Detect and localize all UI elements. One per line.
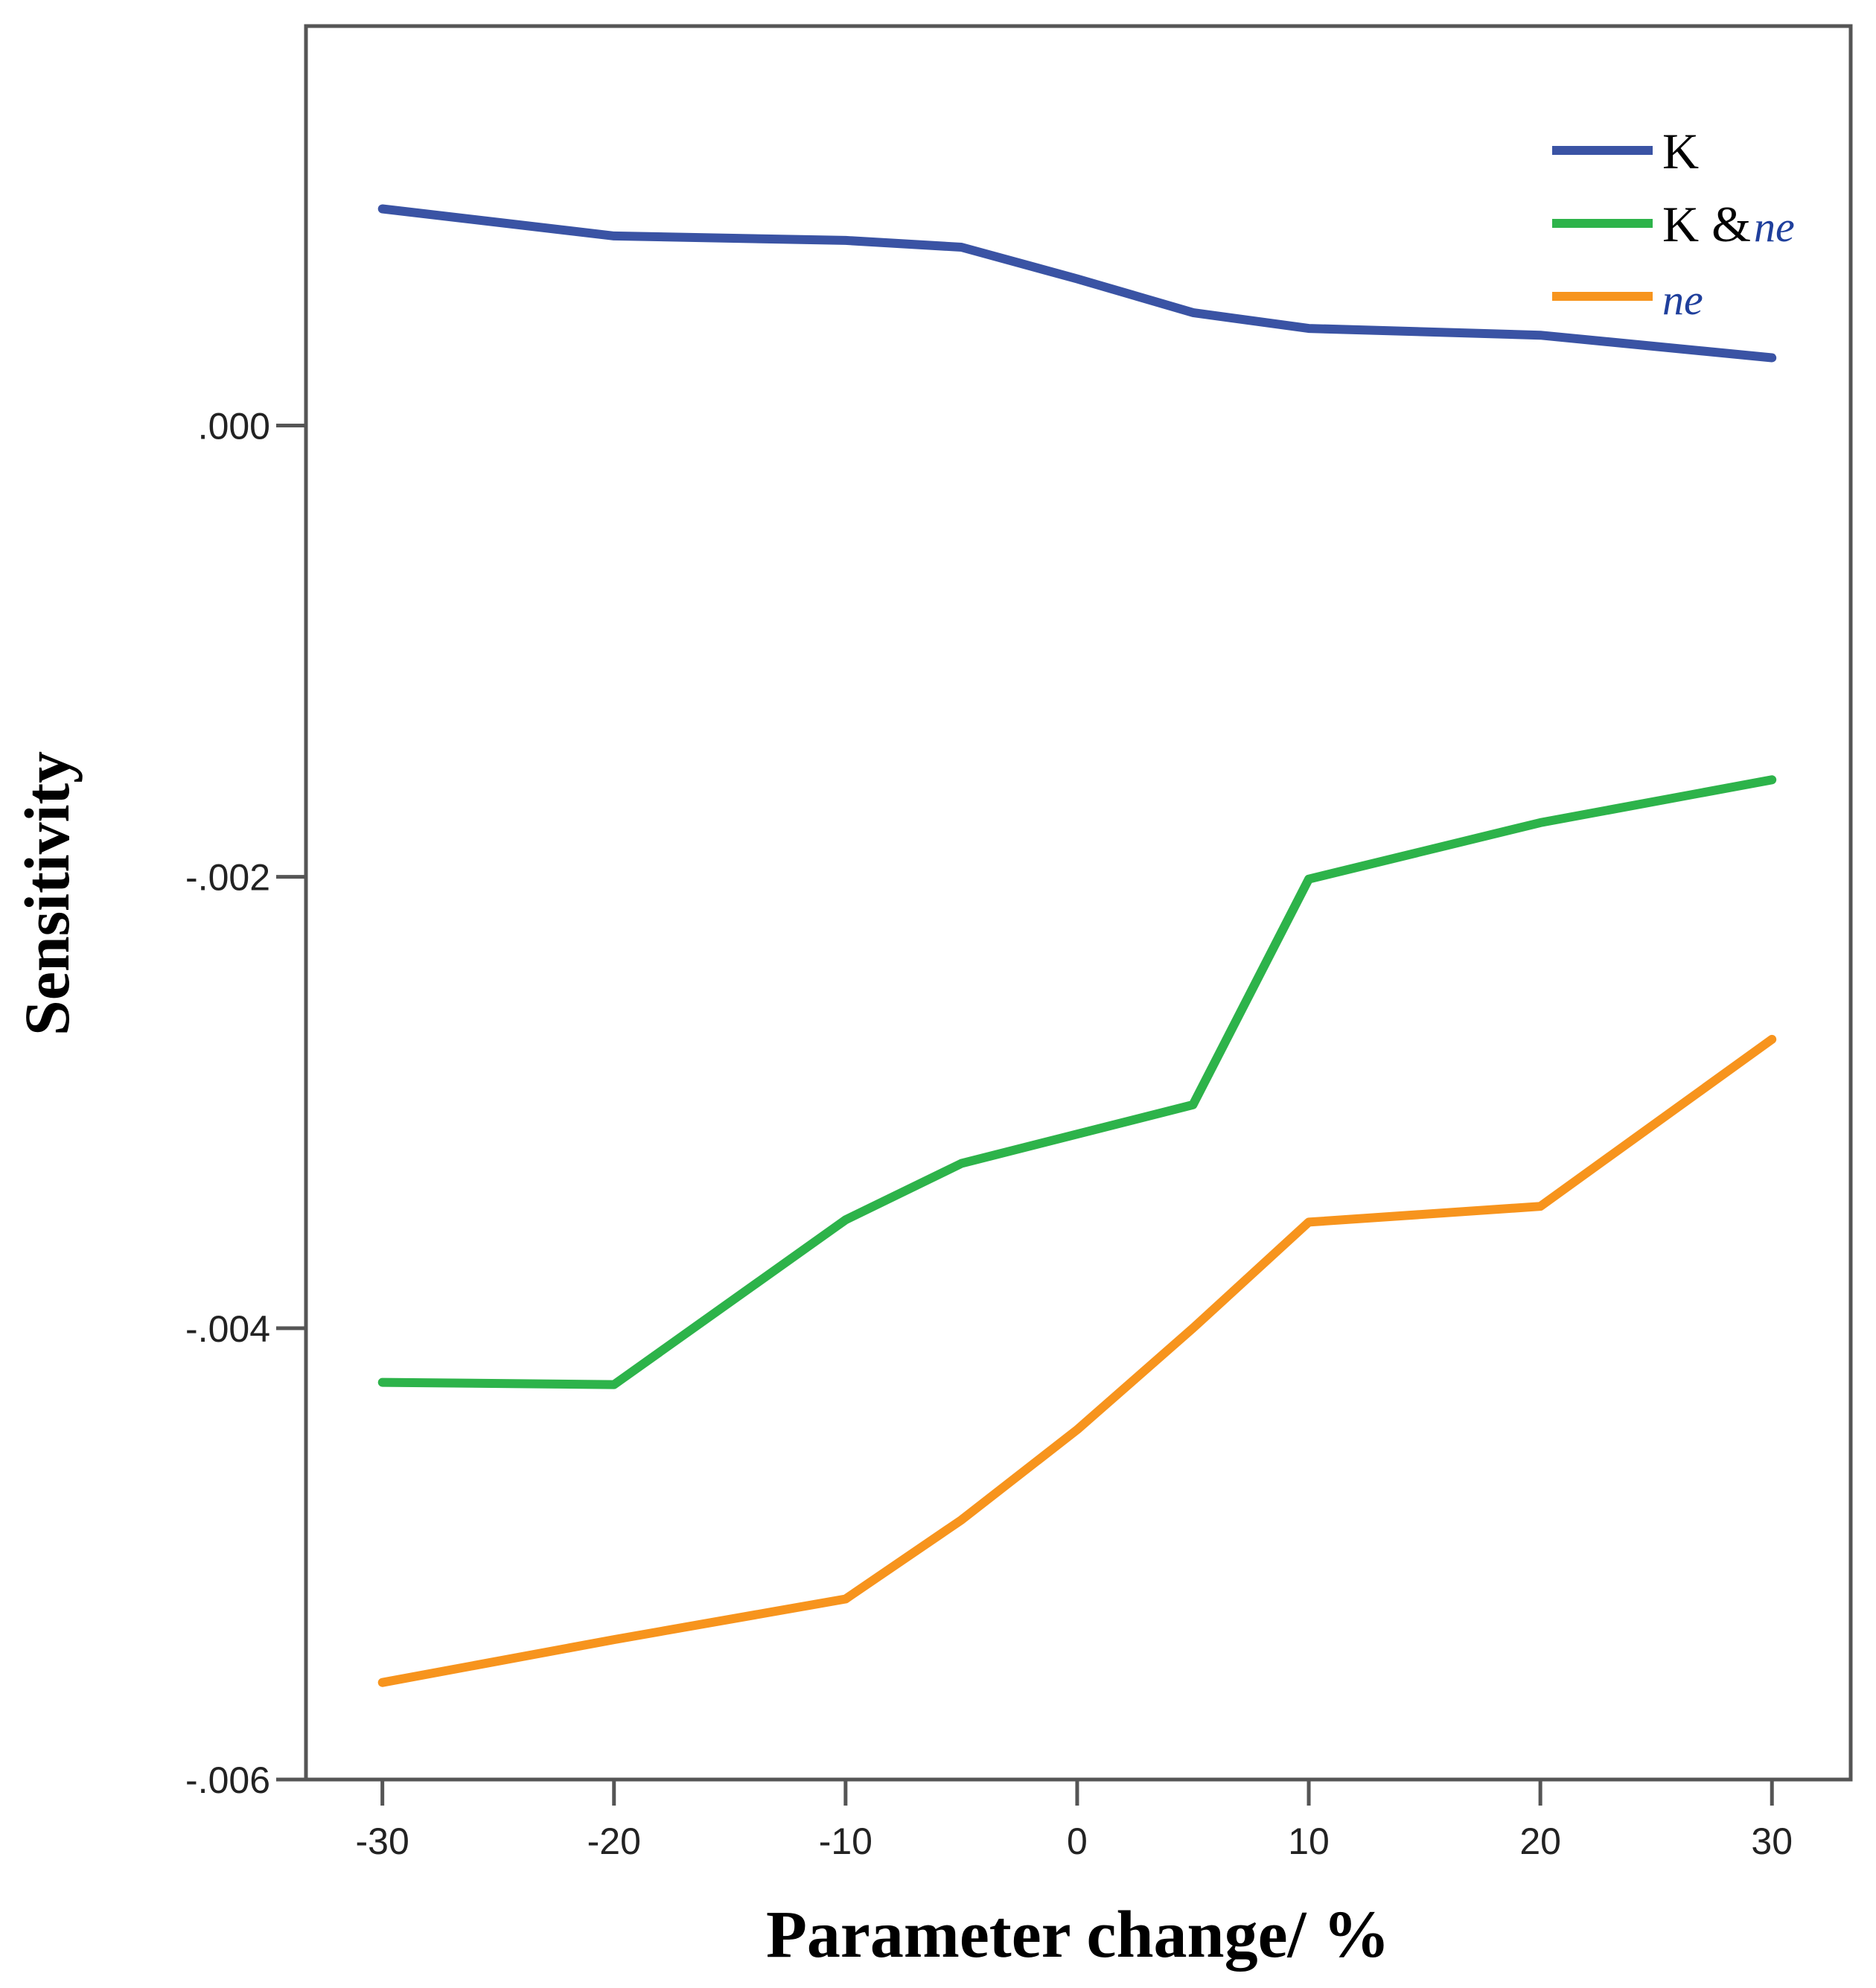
y-tick-label: -.004	[185, 1308, 270, 1350]
data-point	[1308, 1221, 1309, 1223]
y-axis-title: Sensitivity	[11, 751, 83, 1036]
data-point	[1308, 328, 1309, 329]
data-point	[960, 1163, 962, 1165]
legend-item-1: K	[1552, 123, 1699, 179]
legend-label-italic: ne	[1662, 275, 1703, 324]
legend-label: K	[1662, 123, 1699, 179]
data-point	[1308, 879, 1309, 880]
data-point	[1540, 822, 1541, 823]
x-tick-label: 20	[1519, 1820, 1561, 1862]
y-tick-label: -.002	[185, 857, 270, 899]
data-point	[1540, 334, 1541, 336]
data-point	[613, 1639, 615, 1640]
data-point	[1771, 357, 1773, 359]
data-point	[1076, 1429, 1078, 1430]
x-tick-label: -10	[819, 1820, 872, 1862]
data-point	[1192, 1104, 1193, 1106]
x-axis: -30 -20 -10 0 10 20 30	[356, 1780, 1793, 1862]
plot-frame	[304, 24, 1853, 1782]
data-point	[613, 235, 615, 237]
series-line-3	[377, 1034, 1777, 1687]
data-point	[1771, 1039, 1773, 1040]
data-point	[382, 1682, 383, 1683]
legend-label: ne	[1662, 275, 1703, 324]
data-point	[1192, 312, 1193, 313]
series-line-1	[377, 204, 1777, 363]
data-point	[613, 1384, 615, 1386]
data-point	[1540, 1205, 1541, 1207]
x-axis-title: Parameter change/ %	[766, 1898, 1390, 1972]
y-tick-label: -.006	[185, 1759, 270, 1801]
legend-item-2: K &ne	[1552, 196, 1795, 252]
series-layer	[377, 204, 1777, 1687]
x-tick-label: -20	[587, 1820, 641, 1862]
legend-item-3: ne	[1552, 275, 1703, 324]
legend-label-italic: ne	[1754, 203, 1795, 251]
y-tick-label: .000	[198, 405, 270, 447]
legend-label: K &ne	[1662, 196, 1795, 252]
data-point	[960, 1519, 962, 1520]
x-tick-label: 10	[1288, 1820, 1330, 1862]
data-point	[845, 1599, 846, 1600]
data-point	[845, 1219, 846, 1220]
data-point	[382, 1382, 383, 1383]
data-point	[1771, 779, 1773, 780]
x-tick-label: -30	[356, 1820, 409, 1862]
data-point	[382, 208, 383, 210]
legend-label-main: K &	[1662, 196, 1751, 252]
x-tick-label: 30	[1751, 1820, 1793, 1862]
data-point	[1076, 278, 1078, 279]
data-point	[1192, 1328, 1193, 1329]
series-line-2	[377, 775, 1777, 1389]
legend-label-main: K	[1662, 123, 1699, 179]
data-point	[1076, 1133, 1078, 1135]
data-point	[960, 246, 962, 248]
y-axis: .000 -.002 -.004 -.006	[185, 405, 306, 1801]
data-point	[845, 240, 846, 241]
x-tick-label: 0	[1067, 1820, 1088, 1862]
